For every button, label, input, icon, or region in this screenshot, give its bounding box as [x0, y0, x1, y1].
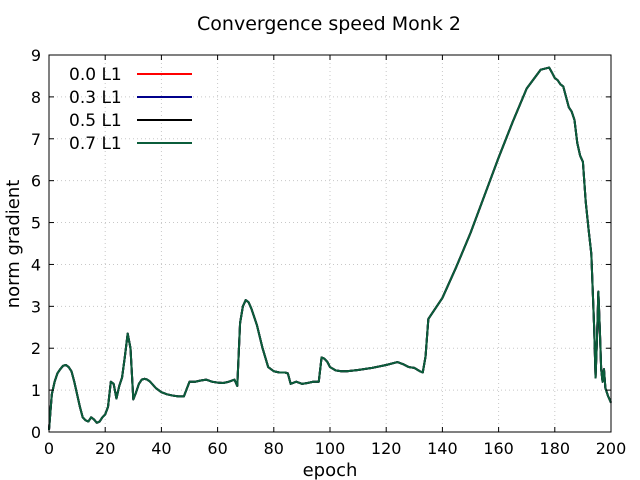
y-tick-label: 8: [31, 88, 41, 107]
x-tick-label: 80: [264, 439, 284, 458]
y-tick-label: 5: [31, 214, 41, 233]
y-axis-label: norm gradient: [3, 180, 24, 309]
y-tick-label: 4: [31, 255, 41, 274]
x-axis-label: epoch: [303, 460, 358, 480]
x-tick-label: 200: [596, 439, 627, 458]
x-tick-label: 100: [315, 439, 346, 458]
x-tick-label: 160: [483, 439, 514, 458]
legend-label: 0.0 L1: [69, 65, 122, 85]
x-tick-label: 0: [44, 439, 54, 458]
grid: [49, 55, 611, 432]
y-tick-label: 9: [31, 46, 41, 65]
x-tick-label: 20: [95, 439, 115, 458]
y-tick-label: 1: [31, 381, 41, 400]
legend-label: 0.3 L1: [69, 88, 122, 108]
legend-label: 0.5 L1: [69, 111, 122, 131]
series-lines: [48, 66, 612, 430]
x-tick-label: 60: [207, 439, 227, 458]
y-tick-label: 0: [31, 423, 41, 442]
y-tick-label: 3: [31, 297, 41, 316]
chart-title: Convergence speed Monk 2: [197, 13, 461, 35]
legend: 0.0 L1 0.3 L1 0.5 L1 0.7 L1: [69, 65, 192, 154]
x-tick-label: 40: [151, 439, 171, 458]
axis-ticks: 0 20 40 60 80 100 120 140 160 180 200 0 1 2 3 4 5 6 7 8 9: [31, 46, 626, 458]
y-tick-label: 7: [31, 130, 41, 149]
x-tick-label: 120: [371, 439, 402, 458]
legend-label: 0.7 L1: [69, 134, 122, 154]
x-tick-label: 180: [540, 439, 571, 458]
y-tick-label: 2: [31, 339, 41, 358]
x-tick-label: 140: [427, 439, 458, 458]
y-tick-label: 6: [31, 172, 41, 191]
series-line-3: [48, 66, 612, 430]
